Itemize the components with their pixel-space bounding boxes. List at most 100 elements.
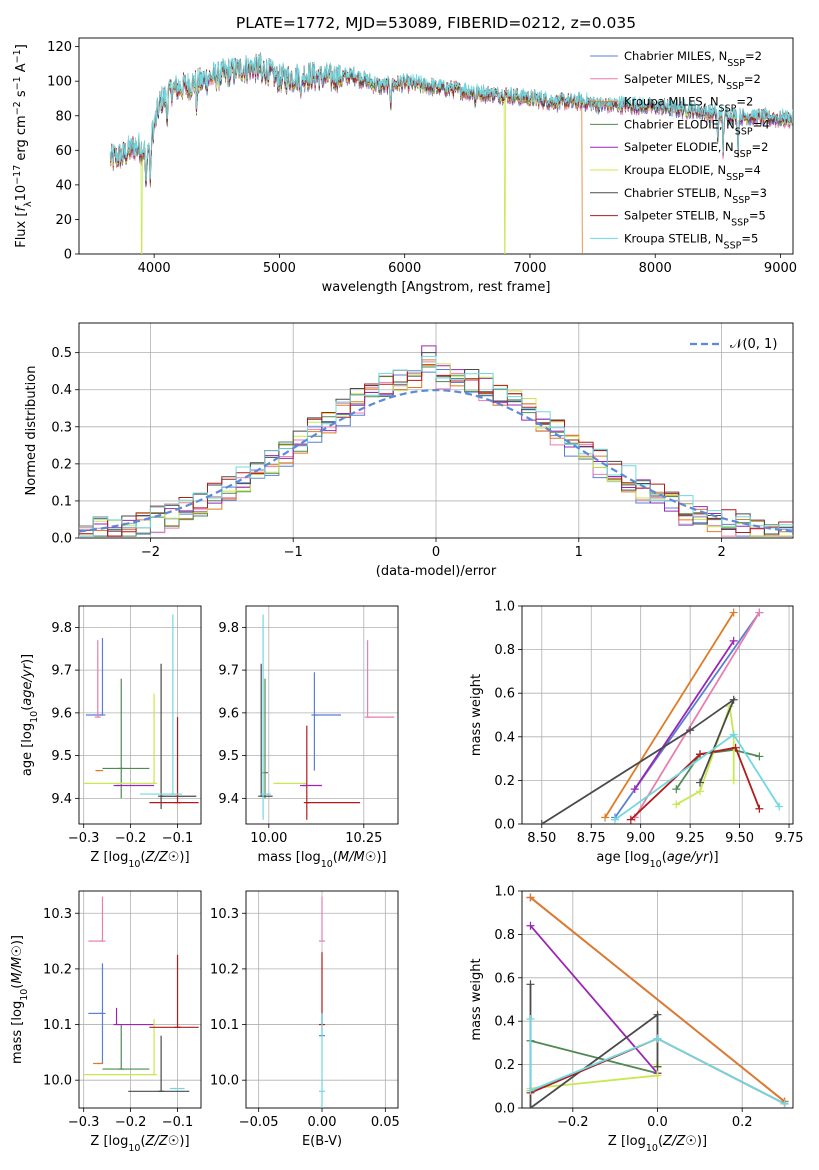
- weight-vs-Z-ytick-label-3: 0.6: [494, 971, 515, 986]
- weight-vs-Z-ytick-label-0: 0.0: [494, 1102, 515, 1117]
- age-vs-Z-xlabel: Z [log10(Z/Z☉)]: [90, 850, 189, 870]
- age-vs-mass-ytick-label-0: 9.4: [218, 792, 239, 807]
- weight-vs-age-marker-6-0: [537, 820, 546, 824]
- mass-vs-EBV-ytick-label-2: 10.2: [210, 962, 239, 977]
- weight-vs-age-marker-8-0: [610, 815, 619, 824]
- residuals-xtick-label-1: −1: [284, 545, 303, 560]
- weight-vs-Z-ytick-label-1: 0.2: [494, 1058, 515, 1073]
- mass-vs-EBV-xlabel: E(B-V): [302, 1134, 342, 1149]
- weight-vs-age-ytick-label-0: 0.0: [494, 818, 515, 833]
- weight-vs-age-marker-3-0: [672, 785, 681, 794]
- weight-vs-age-marker-7-1: [696, 750, 705, 759]
- mass-vs-Z-errorbars: [83, 896, 199, 1092]
- weight-vs-Z-ytick-label-5: 1.0: [494, 885, 515, 900]
- weight-vs-Z-marker-6-0: [526, 980, 535, 989]
- weight-vs-age-marker-6-2: [729, 695, 738, 704]
- weight-vs-age-line-3: [675, 748, 760, 790]
- weight-vs-age-marker-4-1: [729, 636, 738, 645]
- residuals-ytick-label-4: 0.4: [51, 383, 72, 398]
- weight-vs-age-line-7: [630, 746, 761, 821]
- spectrum-ylabel: Flux [fλ10−17 erg cm−2 s−1 A−1]: [12, 44, 34, 248]
- mass-vs-EBV-xtick-label-1: 0.00: [308, 1115, 337, 1130]
- mass-vs-EBV-ytick-label-1: 10.1: [210, 1018, 239, 1033]
- weight-vs-age-marker-2-0: [601, 813, 610, 822]
- spectrum-lines: [109, 52, 793, 254]
- weight-vs-age-marker-7-3: [755, 804, 764, 813]
- legend-label-1: Salpeter MILES, NSSP=2: [624, 72, 761, 92]
- residuals-xtick-label-0: −2: [141, 545, 160, 560]
- weight-vs-Z-line-2: [529, 896, 786, 1103]
- weight-vs-age-marker-8-1: [729, 730, 738, 739]
- weight-vs-Z-series: [526, 893, 789, 1108]
- age-vs-mass-xlabel: mass [log10(M/M☉)]: [257, 850, 386, 870]
- weight-vs-age-frame: [521, 605, 794, 825]
- age-vs-Z-ytick-label-0: 9.4: [51, 792, 72, 807]
- age-vs-Z-ytick-label-4: 9.8: [51, 621, 72, 636]
- weight-vs-age-line-6: [541, 697, 736, 824]
- age-vs-mass-xtick-label-0: 10.00: [250, 831, 287, 846]
- spectrum-ytick-label-4: 80: [55, 109, 72, 124]
- age-vs-Z-errorbars: [83, 614, 199, 810]
- age-vs-mass-xtick-label-1: 10.25: [345, 831, 382, 846]
- legend-label-0: Chabrier MILES, NSSP=2: [624, 49, 762, 69]
- age-vs-mass-ytick-label-1: 9.5: [218, 749, 239, 764]
- mass-vs-EBV-ytick-label-3: 10.3: [210, 907, 239, 922]
- residuals-ytick-label-1: 0.1: [51, 494, 72, 509]
- weight-vs-age-ytick-label-4: 0.8: [494, 643, 515, 658]
- weight-vs-age-xlabel: age [log10(age/yr)]: [596, 850, 718, 870]
- age-vs-Z-xtick-label-2: −0.1: [162, 831, 194, 846]
- weight-vs-Z-xlabel: Z [log10(Z/Z☉)]: [608, 1134, 707, 1154]
- weight-vs-age-marker-6-1: [686, 726, 695, 735]
- age-vs-mass-frame: [245, 605, 399, 825]
- residual-legend-label: 𝒩(0, 1): [730, 337, 777, 352]
- mass-vs-Z-frame: [78, 890, 202, 1109]
- weight-vs-age-ytick-label-2: 0.4: [494, 730, 515, 745]
- legend-label-7: Salpeter STELIB, NSSP=5: [624, 209, 766, 229]
- weight-vs-Z-ytick-label-4: 0.8: [494, 928, 515, 943]
- residuals-ytick-label-0: 0.0: [51, 532, 72, 547]
- residuals-ylabel: Normed distribution: [24, 366, 39, 496]
- mass-vs-EBV-ytick-label-0: 10.0: [210, 1074, 239, 1089]
- legend-label-8: Kroupa STELIB, NSSP=5: [624, 231, 758, 251]
- spectrum-xtick-label-1: 5000: [263, 261, 296, 276]
- weight-vs-age-line-8: [614, 733, 780, 821]
- mass-vs-EBV-xtick-label-0: −0.05: [239, 1115, 279, 1130]
- figure-title: PLATE=1772, MJD=53089, FIBERID=0212, z=0…: [236, 14, 636, 32]
- weight-vs-Z-marker-5-1: [653, 1071, 662, 1080]
- spectrum-series-kroupa-miles: [109, 55, 583, 254]
- weight-vs-age-ylabel: mass weight: [469, 674, 484, 756]
- mass-vs-Z-xtick-label-2: −0.1: [162, 1115, 194, 1130]
- residuals-xtick-label-3: 1: [575, 545, 583, 560]
- weight-vs-age-ytick-label-5: 1.0: [494, 600, 515, 615]
- weight-vs-age-marker-5-4: [729, 776, 738, 785]
- mass-vs-Z-ytick-label-2: 10.2: [43, 962, 72, 977]
- weight-vs-age-series: [537, 608, 784, 824]
- mass-vs-Z-ytick-label-0: 10.0: [43, 1074, 72, 1089]
- weight-vs-age-marker-5-1: [696, 787, 705, 796]
- weight-vs-age-marker-7-2: [731, 743, 740, 752]
- age-vs-metallicity-panel: −0.3 −0.2 −0.1 9.4 9.5 9.6 9.7 9.8 Z [log10(Z/Z☉…: [20, 605, 202, 870]
- weight-vs-age-marker-2-1: [729, 608, 738, 617]
- weight-vs-Z-frame: [521, 890, 794, 1109]
- spectrum-panel: 4000 5000 6000 7000 8000 9000 0 20 40 60 80 100 120 w…: [12, 37, 797, 295]
- mass-vs-Z-ytick-label-1: 10.1: [43, 1018, 72, 1033]
- spectrum-xlabel: wavelength [Angstrom, rest frame]: [322, 280, 551, 295]
- weight-vs-age-marker-5-0: [672, 800, 681, 809]
- weight-vs-Z-xtick-label-0: −0.2: [557, 1115, 589, 1130]
- spectrum-xtick-label-4: 8000: [639, 261, 672, 276]
- legend-label-4: Salpeter ELODIE, NSSP=2: [624, 140, 768, 160]
- histogram-kroupa-stelib: [79, 355, 793, 538]
- weight-vs-Z-line-4: [529, 925, 659, 1074]
- weight-vs-age-marker-3-3: [755, 752, 764, 761]
- weight-vs-age-line-4: [634, 640, 735, 790]
- weight-vs-Z-marker-8-2: [653, 1034, 662, 1043]
- weight-vs-age-ytick-label-1: 0.2: [494, 774, 515, 789]
- weight-vs-age-ytick-label-3: 0.6: [494, 687, 515, 702]
- age-vs-Z-ytick-label-3: 9.7: [51, 664, 72, 679]
- residuals-ytick-label-5: 0.5: [51, 346, 72, 361]
- weight-vs-age-xtick-label-3: 9.25: [676, 831, 705, 846]
- weight-vs-age-xtick-label-0: 8.50: [527, 831, 556, 846]
- weight-vs-Z-xtick-label-2: 0.2: [732, 1115, 753, 1130]
- mass-vs-Z-ylabel: mass [log10(M/M☉)]: [10, 935, 30, 1064]
